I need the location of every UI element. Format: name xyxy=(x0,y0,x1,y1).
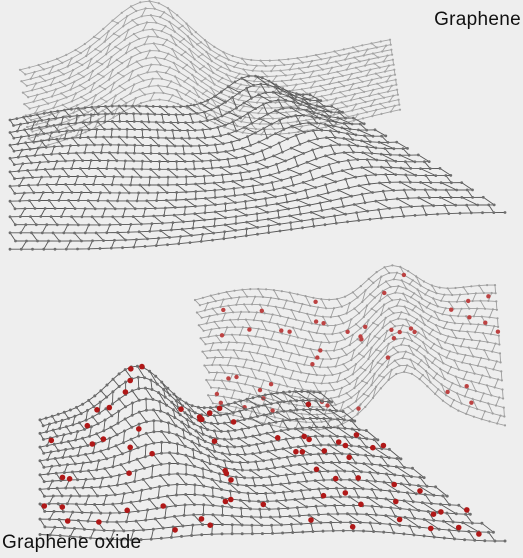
graphene-panel xyxy=(8,0,507,251)
graphene-oxide-label: Graphene oxide xyxy=(2,532,142,553)
oxygen-atoms xyxy=(41,363,482,537)
graphene-label: Graphene xyxy=(434,9,521,30)
graphene-oxide-panel xyxy=(38,264,507,543)
